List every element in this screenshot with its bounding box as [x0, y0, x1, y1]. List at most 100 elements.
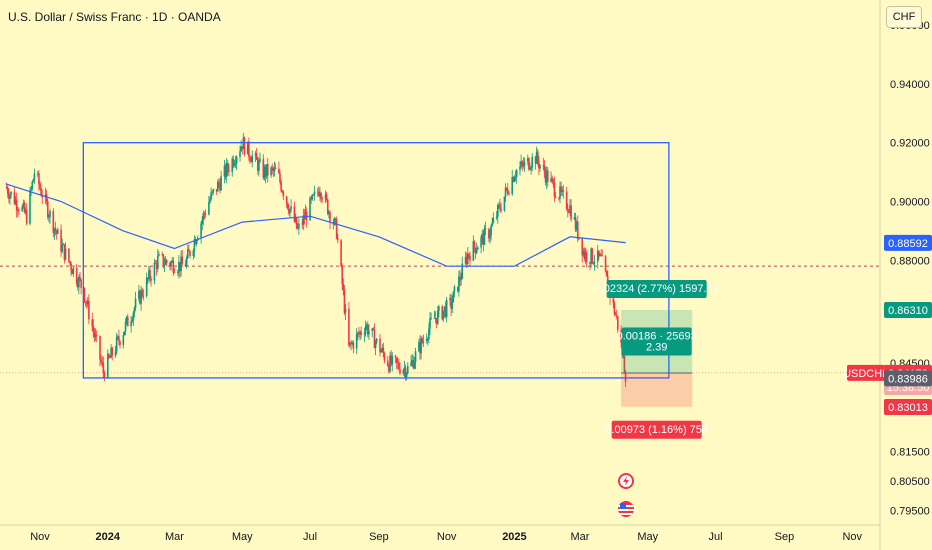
candle-body	[132, 312, 135, 321]
position-center-label-bg	[621, 327, 692, 356]
candle-body	[265, 164, 268, 177]
candle-body	[46, 201, 49, 218]
candle-body	[386, 360, 389, 366]
candle-body	[169, 262, 171, 267]
candle-body	[581, 238, 584, 256]
candle-body	[255, 153, 258, 160]
candle-body	[55, 231, 58, 234]
candle-body	[204, 213, 207, 215]
candle-body	[115, 337, 118, 352]
candle-body	[426, 338, 429, 340]
candle-body	[529, 169, 531, 170]
candle-body	[615, 315, 618, 317]
candle-body	[404, 367, 407, 377]
candle-body	[75, 267, 78, 284]
candle-body	[108, 354, 110, 358]
candle-body	[350, 342, 352, 344]
currency-button[interactable]: CHF	[886, 6, 922, 28]
candle-body	[92, 326, 95, 332]
candle-body	[605, 271, 608, 277]
candle-body	[466, 253, 469, 264]
candle-body	[62, 244, 65, 245]
candle-body	[508, 193, 510, 195]
candle-body	[456, 286, 459, 292]
candle-body	[328, 212, 330, 214]
candle-body	[464, 256, 467, 264]
candle-body	[351, 342, 354, 344]
price-axis-panel[interactable]	[880, 0, 932, 550]
candle-body	[302, 215, 305, 225]
candle-body	[324, 194, 327, 200]
candle-body	[124, 321, 127, 332]
price-tag-text: 0.83986	[888, 373, 928, 385]
candle-body	[443, 306, 446, 311]
lightning-icon[interactable]	[618, 473, 634, 489]
candle-body	[482, 233, 485, 245]
candle-body	[364, 326, 367, 334]
price-tag-text: 0.86310	[888, 305, 928, 317]
candle-body	[553, 182, 556, 197]
candle-body	[70, 263, 72, 271]
position-stop-zone[interactable]	[621, 372, 693, 407]
candle-body	[445, 299, 448, 317]
position-target-label-bg	[606, 280, 707, 298]
candle-body	[481, 233, 484, 238]
candle-body	[601, 255, 604, 257]
candle-body	[194, 239, 197, 245]
candle-body	[153, 262, 156, 281]
candle-body	[298, 223, 300, 229]
candle-body	[551, 178, 554, 180]
candle-body	[156, 255, 159, 269]
candle-body	[352, 342, 355, 349]
candle-body	[31, 181, 34, 190]
price-tag-bg	[884, 234, 932, 251]
candle-body	[500, 209, 502, 211]
candle-body	[589, 262, 591, 264]
candle-body	[520, 161, 522, 167]
candle-body	[451, 302, 454, 309]
candle-body	[18, 210, 20, 212]
candle-body	[359, 331, 361, 335]
candle-body	[399, 368, 401, 374]
candle-body	[566, 208, 569, 212]
candle-body	[412, 360, 415, 369]
candle-body	[158, 254, 160, 256]
candle-body	[119, 341, 121, 345]
candle-body	[48, 216, 50, 218]
candle-body	[9, 194, 11, 199]
candle-body	[344, 308, 347, 313]
candle-body	[430, 318, 432, 320]
candle-body	[526, 158, 529, 162]
time-tick-label: 2024	[96, 531, 121, 543]
candle-body	[598, 250, 600, 257]
us-flag-icon[interactable]	[618, 501, 634, 517]
candle-body	[25, 209, 28, 224]
candle-body	[100, 359, 102, 362]
candle-body	[325, 194, 328, 200]
candle-body	[469, 255, 471, 261]
candle-body	[125, 316, 128, 322]
candle-body	[259, 159, 261, 162]
candle-body	[441, 306, 444, 320]
candle-body	[604, 256, 607, 272]
candle-body	[444, 306, 447, 317]
candle-body	[513, 177, 516, 182]
price-tick-label: 0.92000	[890, 138, 930, 150]
price-tag-bg	[884, 302, 932, 318]
time-tick-label: Sep	[369, 531, 389, 543]
range-box[interactable]	[82, 141, 670, 379]
candle-body	[16, 210, 19, 211]
candle-body	[23, 202, 26, 213]
candle-body	[225, 162, 228, 177]
candle-body	[146, 277, 149, 280]
candle-body	[530, 167, 532, 170]
candle-body	[368, 330, 370, 335]
candle-body	[116, 336, 119, 338]
candle-body	[560, 186, 562, 192]
candle-body	[490, 225, 492, 236]
candle-body	[189, 251, 191, 256]
candle-body	[139, 290, 141, 304]
candle-body	[130, 321, 132, 327]
